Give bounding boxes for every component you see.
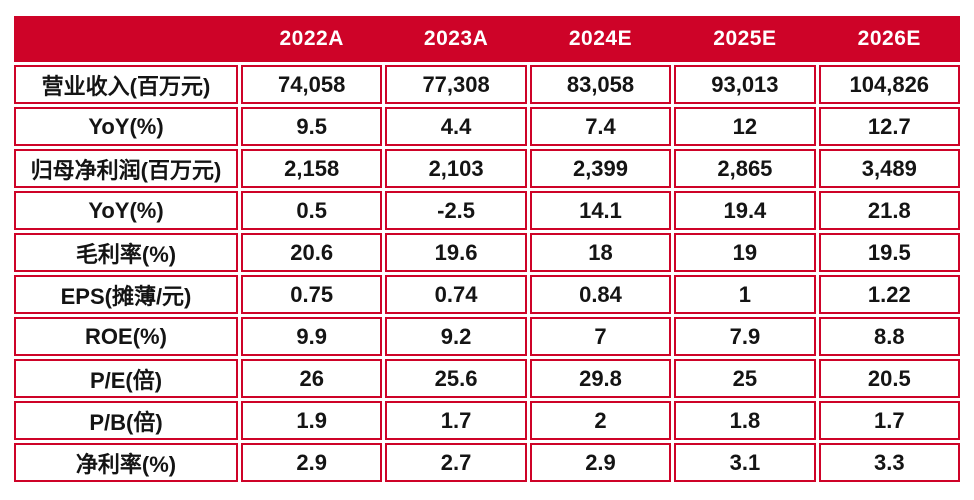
- column-header-2026e: 2026E: [857, 27, 921, 50]
- cell-eps-2025e: 1: [674, 275, 816, 314]
- cell-profit-yoy-2022a: 0.5: [241, 191, 383, 230]
- financial-summary-table: 2022A 2023A 2024E 2025E 2026E 营业收入(百万元) …: [14, 16, 960, 482]
- cell-eps-2026e: 1.22: [818, 275, 960, 314]
- cell-net-profit-2025e: 2,865: [674, 149, 816, 188]
- row-label-gross-margin: 毛利率(%): [14, 233, 238, 272]
- cell-profit-yoy-2024e: 14.1: [529, 191, 672, 230]
- cell-pe-2023a: 25.6: [385, 359, 527, 398]
- cell-net-profit-2026e: 3,489: [818, 149, 960, 188]
- row-label-pe: P/E(倍): [14, 359, 238, 398]
- cell-pb-2023a: 1.7: [385, 401, 527, 440]
- cell-revenue-yoy-2023a: 4.4: [385, 107, 527, 146]
- cell-revenue-yoy-2026e: 12.7: [818, 107, 960, 146]
- cell-gross-margin-2024e: 18: [529, 233, 672, 272]
- cell-profit-yoy-2026e: 21.8: [818, 191, 960, 230]
- cell-roe-2025e: 7.9: [674, 317, 816, 356]
- cell-net-margin-2022a: 2.9: [241, 443, 383, 482]
- cell-pe-2022a: 26: [241, 359, 383, 398]
- cell-net-margin-2025e: 3.1: [674, 443, 816, 482]
- cell-revenue-2022a: 74,058: [241, 65, 383, 104]
- row-label-pb: P/B(倍): [14, 401, 238, 440]
- cell-pb-2025e: 1.8: [674, 401, 816, 440]
- row-label-profit-yoy: YoY(%): [14, 191, 238, 230]
- cell-gross-margin-2023a: 19.6: [385, 233, 527, 272]
- cell-roe-2022a: 9.9: [241, 317, 383, 356]
- cell-pb-2022a: 1.9: [241, 401, 383, 440]
- cell-gross-margin-2026e: 19.5: [818, 233, 960, 272]
- cell-revenue-2026e: 104,826: [818, 65, 960, 104]
- row-label-revenue: 营业收入(百万元): [14, 65, 238, 104]
- row-label-revenue-yoy: YoY(%): [14, 107, 238, 146]
- column-header-2024e: 2024E: [568, 27, 633, 50]
- cell-gross-margin-2022a: 20.6: [241, 233, 383, 272]
- cell-pe-2024e: 29.8: [529, 359, 672, 398]
- column-header-2025e: 2025E: [713, 27, 777, 50]
- cell-revenue-2023a: 77,308: [385, 65, 527, 104]
- cell-profit-yoy-2023a: -2.5: [385, 191, 527, 230]
- cell-pe-2025e: 25: [674, 359, 816, 398]
- cell-revenue-yoy-2024e: 7.4: [529, 107, 672, 146]
- cell-gross-margin-2025e: 19: [674, 233, 816, 272]
- cell-roe-2023a: 9.2: [385, 317, 527, 356]
- cell-revenue-2024e: 83,058: [529, 65, 672, 104]
- row-label-net-margin: 净利率(%): [14, 443, 238, 482]
- cell-eps-2022a: 0.75: [241, 275, 383, 314]
- cell-net-profit-2024e: 2,399: [529, 149, 672, 188]
- cell-pb-2026e: 1.7: [818, 401, 960, 440]
- cell-eps-2023a: 0.74: [385, 275, 527, 314]
- cell-net-margin-2023a: 2.7: [385, 443, 527, 482]
- table-body: 营业收入(百万元) 74,058 77,308 83,058 93,013 10…: [14, 65, 960, 482]
- row-label-net-profit: 归母净利润(百万元): [14, 149, 238, 188]
- column-header-2023a: 2023A: [423, 27, 489, 50]
- row-label-roe: ROE(%): [14, 317, 238, 356]
- cell-net-margin-2024e: 2.9: [529, 443, 672, 482]
- cell-revenue-2025e: 93,013: [674, 65, 816, 104]
- cell-eps-2024e: 0.84: [529, 275, 672, 314]
- table-header-row: 2022A 2023A 2024E 2025E 2026E: [14, 16, 960, 62]
- cell-net-profit-2023a: 2,103: [385, 149, 527, 188]
- cell-roe-2024e: 7: [529, 317, 672, 356]
- cell-profit-yoy-2025e: 19.4: [674, 191, 816, 230]
- row-label-eps: EPS(摊薄/元): [14, 275, 238, 314]
- cell-revenue-yoy-2022a: 9.5: [241, 107, 383, 146]
- cell-pb-2024e: 2: [529, 401, 672, 440]
- cell-net-margin-2026e: 3.3: [818, 443, 960, 482]
- cell-revenue-yoy-2025e: 12: [674, 107, 816, 146]
- cell-pe-2026e: 20.5: [818, 359, 960, 398]
- cell-net-profit-2022a: 2,158: [241, 149, 383, 188]
- cell-roe-2026e: 8.8: [818, 317, 960, 356]
- column-header-2022a: 2022A: [279, 27, 344, 50]
